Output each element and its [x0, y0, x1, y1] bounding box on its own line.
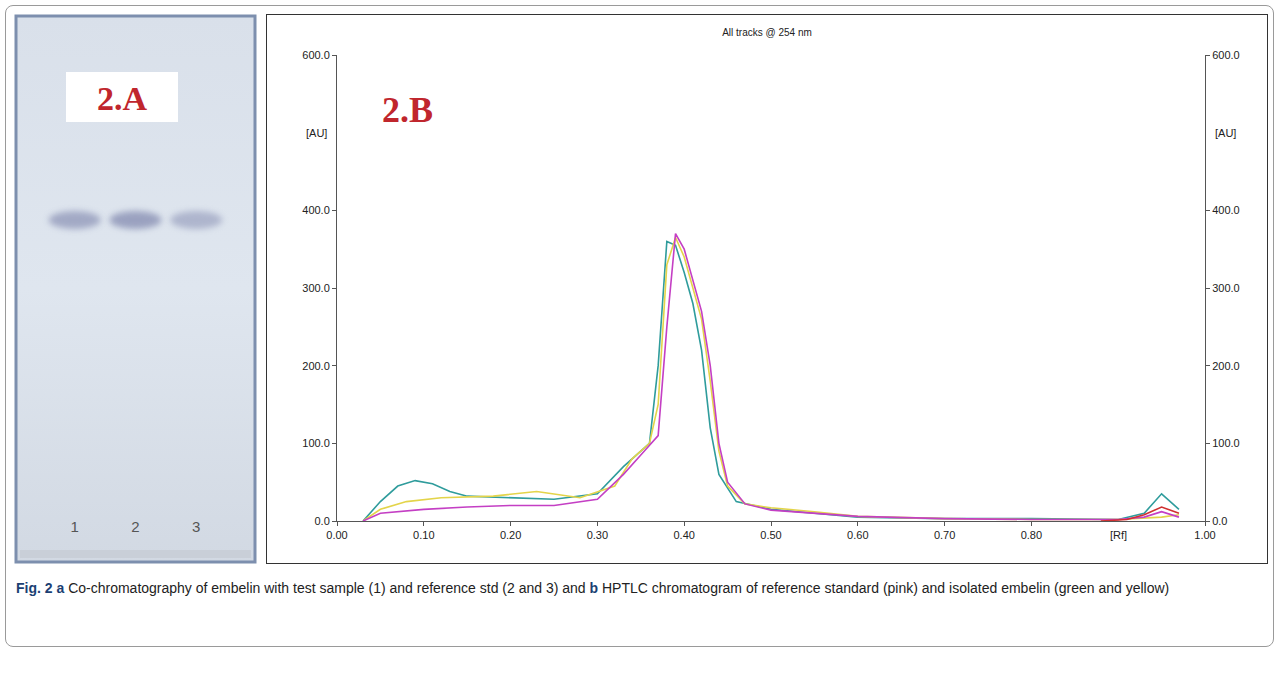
html-text:Fig. 2 a Co-chromatography of: Fig. 2 a Co-chromatography of embelin wi…	[16, 580, 1170, 596]
svg-text:1: 1	[71, 518, 79, 535]
svg-text:[Rf]: [Rf]	[1110, 529, 1127, 541]
svg-text:All tracks @ 254 nm: All tracks @ 254 nm	[722, 27, 812, 38]
svg-text:0.00: 0.00	[326, 529, 347, 541]
svg-text:[AU]: [AU]	[306, 127, 327, 139]
svg-text:2.B: 2.B	[382, 90, 433, 130]
svg-text:0.0: 0.0	[315, 515, 330, 527]
svg-text:[AU]: [AU]	[1215, 127, 1236, 139]
svg-text:0.0: 0.0	[1212, 515, 1227, 527]
svg-text:400.0: 400.0	[1212, 204, 1240, 216]
svg-text:0.10: 0.10	[413, 529, 434, 541]
svg-text:2: 2	[131, 518, 139, 535]
svg-text:200.0: 200.0	[1212, 360, 1240, 372]
svg-text:0.70: 0.70	[934, 529, 955, 541]
svg-text:0.20: 0.20	[500, 529, 521, 541]
svg-text:0.80: 0.80	[1021, 529, 1042, 541]
svg-text:600.0: 600.0	[1212, 49, 1240, 61]
svg-text:0.30: 0.30	[587, 529, 608, 541]
svg-text:600.0: 600.0	[302, 49, 330, 61]
svg-text:0.50: 0.50	[760, 529, 781, 541]
svg-text:100.0: 100.0	[302, 437, 330, 449]
svg-text:300.0: 300.0	[1212, 282, 1240, 294]
svg-text:300.0: 300.0	[302, 282, 330, 294]
svg-text:0.40: 0.40	[673, 529, 694, 541]
svg-text:3: 3	[192, 518, 200, 535]
svg-text:1.00: 1.00	[1194, 529, 1215, 541]
svg-text:200.0: 200.0	[302, 360, 330, 372]
svg-text:2.A: 2.A	[97, 80, 148, 117]
svg-text:400.0: 400.0	[302, 204, 330, 216]
svg-text:100.0: 100.0	[1212, 437, 1240, 449]
svg-text:0.60: 0.60	[847, 529, 868, 541]
